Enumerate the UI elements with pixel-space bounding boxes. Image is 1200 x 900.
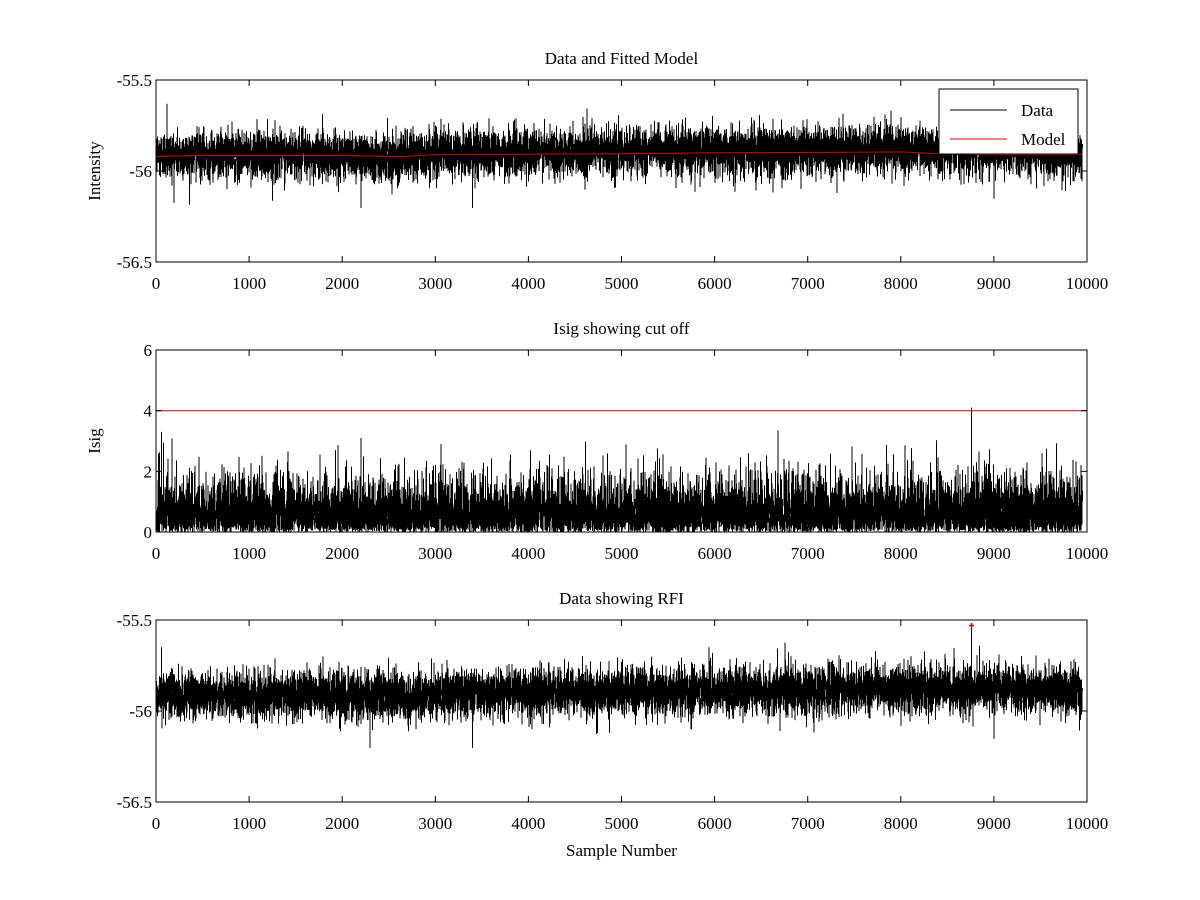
x-tick-label: 9000 — [977, 274, 1011, 293]
x-tick-label: 3000 — [418, 814, 452, 833]
y-tick-label: 0 — [144, 523, 153, 542]
x-tick-label: 3000 — [418, 274, 452, 293]
y-tick-label: 4 — [144, 402, 153, 421]
x-axis-label: Sample Number — [566, 841, 677, 860]
x-tick-label: 4000 — [511, 274, 545, 293]
legend: Data Model — [938, 88, 1079, 155]
y-tick-label: -56 — [129, 162, 152, 181]
x-tick-label: 7000 — [791, 814, 825, 833]
y-tick-label: 2 — [144, 462, 153, 481]
subplot-2: 0 1000 2000 3000 4000 5000 6000 7000 8000 9000 100… — [85, 319, 1108, 563]
chart-title: Isig showing cut off — [553, 319, 689, 338]
x-tick-label: 4000 — [511, 544, 545, 563]
x-tick-label: 10000 — [1066, 814, 1109, 833]
y-axis-label: Isig — [85, 428, 104, 454]
y-tick-label: -55.5 — [117, 71, 152, 90]
x-tick-label: 5000 — [605, 814, 639, 833]
x-tick-label: 10000 — [1066, 274, 1109, 293]
x-tick-label: 9000 — [977, 544, 1011, 563]
y-tick-label: -56 — [129, 702, 152, 721]
subplot-3: 0 1000 2000 3000 4000 5000 6000 7000 8000 9000 100… — [117, 589, 1109, 860]
x-tick-label: 2000 — [325, 274, 359, 293]
x-tick-label: 5000 — [605, 544, 639, 563]
plot-area — [156, 80, 1087, 262]
x-tick-label: 0 — [152, 544, 161, 563]
x-tick-label: 7000 — [791, 274, 825, 293]
x-tick-label: 5000 — [605, 274, 639, 293]
x-tick-label: 1000 — [232, 274, 266, 293]
x-tick-label: 3000 — [418, 544, 452, 563]
x-tick-label: 6000 — [698, 814, 732, 833]
y-tick-label: 6 — [144, 341, 153, 360]
x-tick-label: 7000 — [791, 544, 825, 563]
y-tick-label: -55.5 — [117, 611, 152, 630]
subplot-1: 0 1000 2000 3000 4000 5000 6000 7000 8000 9000 100… — [85, 49, 1108, 293]
y-axis-label: Intensity — [85, 141, 104, 201]
x-tick-label: 0 — [152, 274, 161, 293]
x-tick-label: 8000 — [884, 544, 918, 563]
x-tick-label: 1000 — [232, 544, 266, 563]
legend-box — [938, 88, 1079, 155]
x-tick-label: 2000 — [325, 544, 359, 563]
chart-title: Data and Fitted Model — [545, 49, 699, 68]
x-tick-label: 8000 — [884, 274, 918, 293]
chart-title: Data showing RFI — [559, 589, 684, 608]
series-rfi-marker — [969, 622, 975, 628]
x-tick-label: 10000 — [1066, 544, 1109, 563]
x-tick-label: 0 — [152, 814, 161, 833]
legend-label: Model — [1021, 130, 1066, 149]
y-tick-label: -56.5 — [117, 253, 152, 272]
x-tick-label: 6000 — [698, 544, 732, 563]
x-tick-label: 6000 — [698, 274, 732, 293]
x-tick-label: 9000 — [977, 814, 1011, 833]
y-tick-label: -56.5 — [117, 793, 152, 812]
x-tick-label: 2000 — [325, 814, 359, 833]
x-tick-label: 8000 — [884, 814, 918, 833]
legend-label: Data — [1021, 101, 1054, 120]
x-tick-label: 4000 — [511, 814, 545, 833]
x-tick-label: 1000 — [232, 814, 266, 833]
